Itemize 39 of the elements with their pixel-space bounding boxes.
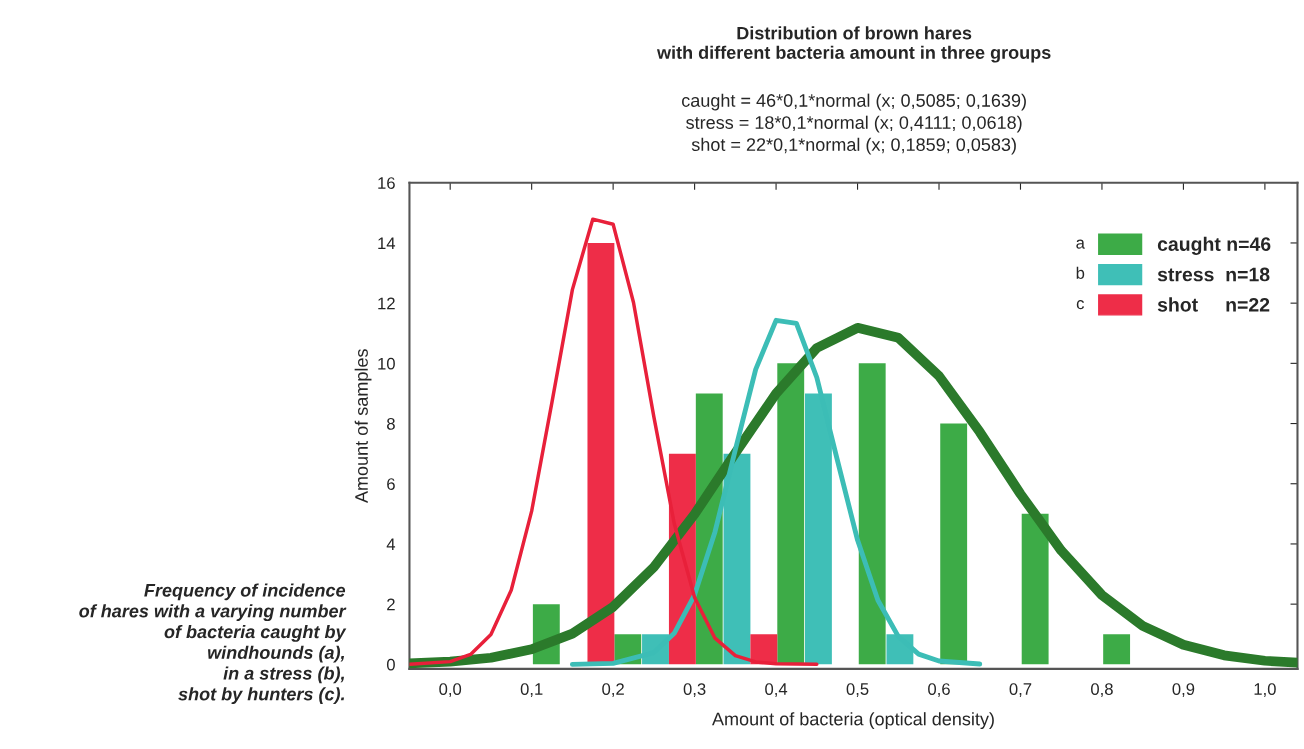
bar	[1103, 634, 1131, 665]
y-tick-label: 2	[387, 598, 395, 611]
x-axis-title: Amount of bacteria (optical density)	[712, 712, 994, 729]
y-tick-label: 4	[386, 538, 396, 550]
y-tick-label: 6	[387, 478, 395, 490]
legend-label: caught n=46	[1157, 236, 1271, 255]
x-tick-label: 0,0	[439, 683, 462, 697]
x-tick-label: 0,9	[1172, 683, 1195, 697]
x-tick-label: 0,4	[765, 683, 788, 697]
x-tick-label: 0,1	[520, 683, 543, 697]
annotation: a	[1076, 239, 1085, 249]
legend-label: shot n=22	[1157, 297, 1270, 312]
legend-label: stress n=18	[1157, 267, 1270, 282]
y-tick-label: 16	[378, 177, 395, 189]
bar	[858, 363, 886, 665]
text: Frequency of incidence of hares with a varying number of bacteria caught by windhounds (a), in a stress (b), shot by hunters (c).	[79, 583, 347, 705]
bar	[587, 242, 615, 665]
x-tick-label: 0,5	[846, 683, 869, 697]
y-tick-label: 12	[378, 297, 395, 310]
y-tick-label: 0	[386, 658, 395, 671]
x-tick-label: 0,7	[1009, 683, 1032, 697]
line-series	[569, 317, 983, 667]
y-axis-title: Amount of samples	[354, 349, 372, 504]
line-series	[409, 217, 819, 667]
bar	[777, 363, 805, 665]
y-tick-label: 8	[387, 417, 395, 430]
x-tick-label: 1,0	[1254, 683, 1276, 697]
y-tick-label: 10	[378, 357, 395, 370]
x-tick-label: 0,8	[1091, 683, 1113, 697]
x-tick-label: 0,6	[928, 683, 950, 697]
annotation: b	[1076, 266, 1085, 279]
annotation: c	[1076, 300, 1084, 310]
bar	[1021, 513, 1049, 665]
x-tick-label: 0,3	[683, 683, 706, 697]
y-tick-label: 14	[378, 237, 396, 249]
bar	[750, 634, 778, 665]
chart-title: Distribution of brown hares with different bacteria amount in three groups	[656, 26, 1051, 63]
chart-subtitle: caught = 46*0,1*normal (x; 0,5085; 0,1639) stress = 18*0,1*normal (x; 0,4111; 0,0618) shot = 22*0,1*normal (x; 0,1859; 0,0583)	[682, 93, 1026, 155]
x-tick-label: 0,2	[602, 683, 624, 697]
